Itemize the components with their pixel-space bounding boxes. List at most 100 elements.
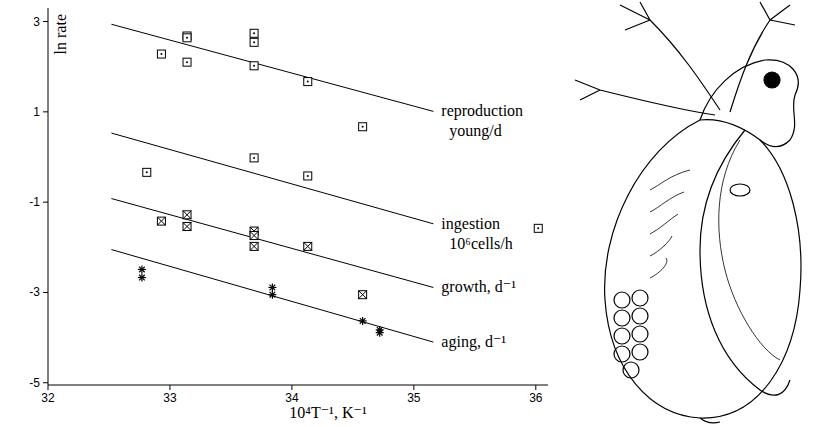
daphnia-illustration (575, 2, 801, 423)
data-point (157, 50, 165, 58)
marker-dot (186, 61, 188, 63)
marker-box (183, 211, 191, 219)
marker-stroke (304, 242, 312, 250)
marker-stroke (359, 291, 367, 299)
y-tick-label: -1 (29, 195, 40, 209)
x-tick-label: 35 (407, 391, 421, 405)
egg (632, 308, 648, 324)
marker-box (143, 168, 151, 176)
marker-box (304, 242, 312, 250)
egg (632, 290, 648, 306)
marker-stroke (139, 275, 145, 281)
marker-dot (307, 175, 309, 177)
marker-box (250, 232, 258, 240)
marker-dot (307, 81, 309, 83)
marker-stroke (157, 217, 165, 225)
gut (700, 130, 790, 395)
marker-dot (253, 157, 255, 159)
marker-box (183, 58, 191, 66)
marker-dot (253, 32, 255, 34)
data-point (250, 38, 258, 46)
egg (632, 326, 648, 342)
chart: 3233343536-5-3-11310⁴T⁻¹, K⁻¹ln raterepr… (0, 0, 818, 427)
antenna (730, 2, 795, 112)
marker-stroke (270, 292, 276, 298)
marker-box (157, 50, 165, 58)
egg (614, 346, 630, 362)
marker-box (183, 34, 191, 42)
data-point (157, 217, 165, 225)
egg (632, 344, 648, 360)
x-tick (413, 385, 414, 390)
y-tick (43, 292, 48, 293)
y-tick-label: -5 (29, 376, 40, 390)
marker-stroke (183, 223, 191, 231)
marker-box (183, 223, 191, 231)
antenna (620, 2, 720, 110)
data-point (183, 211, 191, 219)
marker-dot (537, 227, 539, 229)
marker-box (250, 29, 258, 37)
series-unit: 10⁶cells/h (449, 235, 512, 252)
marker-box (304, 172, 312, 180)
marker-dot (186, 37, 188, 39)
marker-box (359, 123, 367, 131)
y-tick (43, 382, 48, 383)
data-point (138, 274, 146, 282)
marker-stroke (377, 330, 383, 336)
data-point (376, 329, 384, 337)
x-axis (48, 385, 548, 386)
marker-stroke (157, 217, 165, 225)
series-label: aging, d⁻¹ (441, 333, 506, 351)
data-point (183, 34, 191, 42)
x-tick (169, 385, 170, 390)
marker-box (359, 291, 367, 299)
tail (700, 418, 720, 423)
marker-box (534, 224, 542, 232)
data-point (143, 168, 151, 176)
y-axis (48, 8, 49, 385)
marker-stroke (250, 232, 258, 240)
gut-inner (719, 140, 780, 360)
y-axis-title: ln rate (52, 14, 69, 54)
series-labels: reproductionyoung/dingestion10⁶cells/hgr… (441, 102, 523, 351)
x-tick (48, 385, 49, 390)
data-point (250, 242, 258, 250)
egg (614, 292, 630, 308)
marker-dot (362, 126, 364, 128)
fit-line (111, 250, 433, 343)
egg (614, 310, 630, 326)
marker-stroke (183, 211, 191, 219)
data-point (250, 29, 258, 37)
y-tick (43, 21, 48, 22)
data-point (304, 242, 312, 250)
heart (730, 184, 750, 196)
marker-dot (253, 41, 255, 43)
marker-stroke (304, 242, 312, 250)
marker-box (250, 62, 258, 70)
series-unit: young/d (449, 122, 501, 140)
marker-stroke (359, 291, 367, 299)
marker-dot (160, 53, 162, 55)
marker-stroke (183, 211, 191, 219)
leg (650, 192, 684, 212)
leg (650, 214, 678, 234)
head (700, 60, 798, 147)
data-point (250, 232, 258, 240)
series-label: growth, d⁻¹ (441, 278, 516, 296)
data-point (268, 283, 276, 291)
egg (614, 328, 630, 344)
data-point (268, 291, 276, 299)
marker-box (250, 38, 258, 46)
eye (764, 72, 780, 88)
marker-box (250, 154, 258, 162)
data-point (250, 154, 258, 162)
data-point (359, 123, 367, 131)
marker-box (250, 242, 258, 250)
marker-box (304, 78, 312, 86)
data-point (183, 58, 191, 66)
marker-dot (146, 171, 148, 173)
x-tick-label: 32 (41, 391, 55, 405)
y-tick (43, 111, 48, 112)
data-point (183, 223, 191, 231)
